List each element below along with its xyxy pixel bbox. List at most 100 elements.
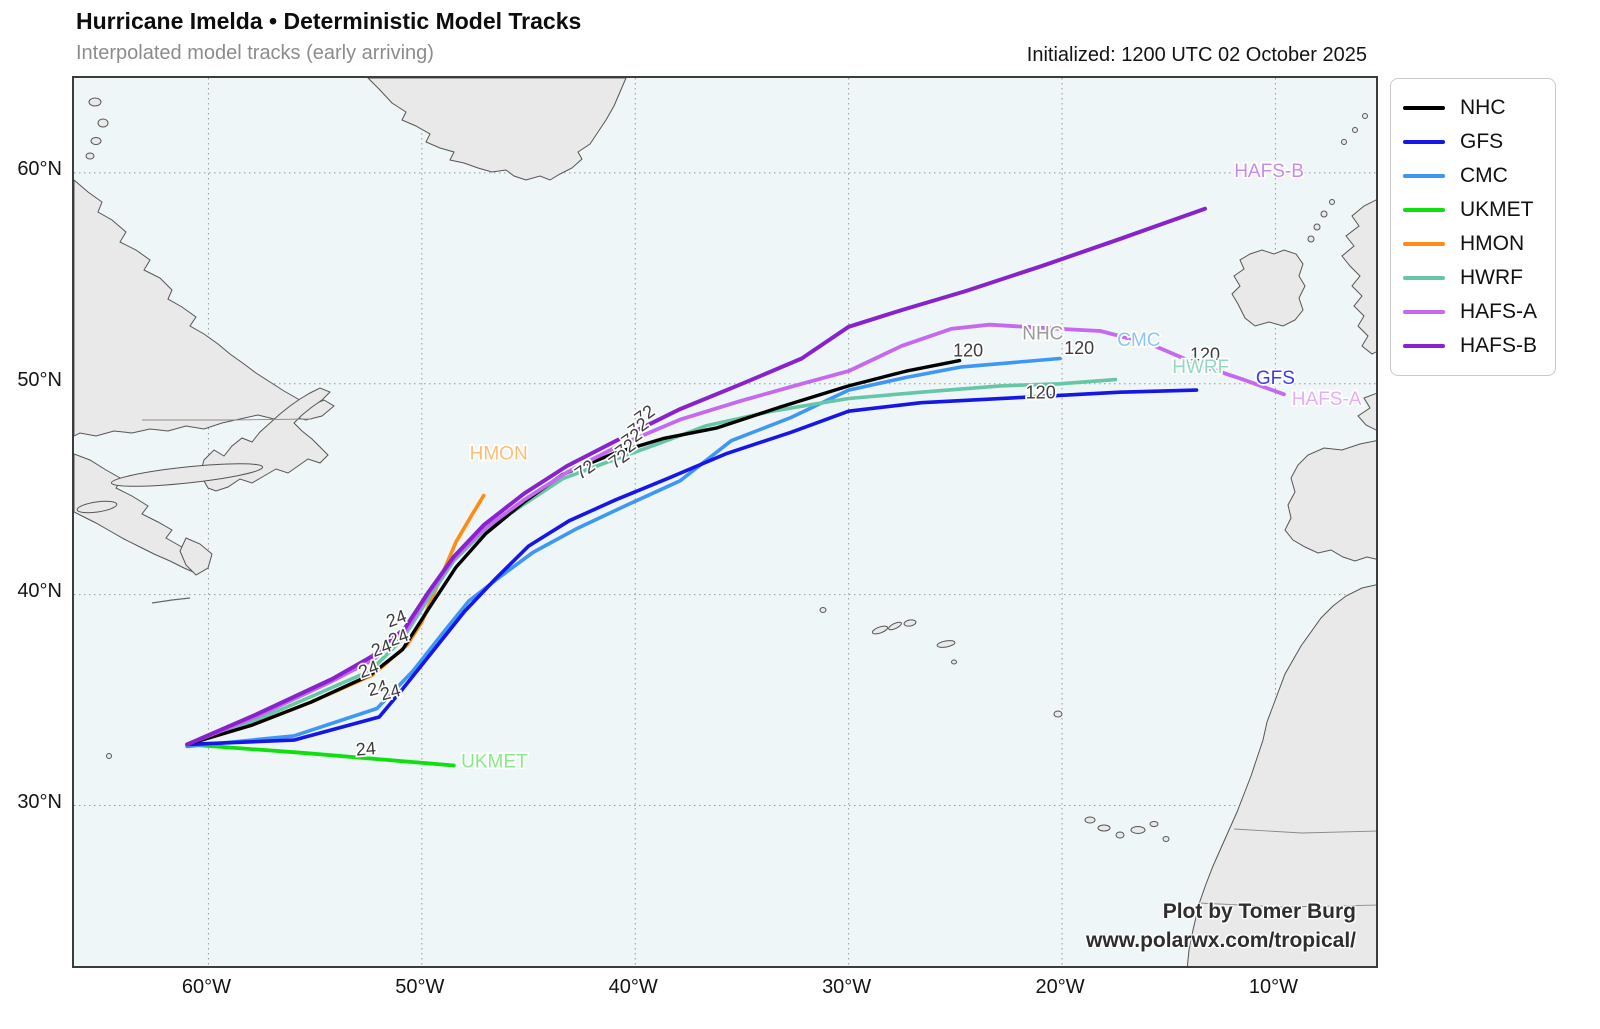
legend-swatch-HMON (1403, 241, 1445, 247)
legend-label-HMON: HMON (1460, 232, 1525, 255)
political-border (1197, 902, 1376, 908)
track-HAFS-B (185, 206, 1207, 747)
legend-swatch-HWRF (1403, 275, 1445, 281)
track-HAFS-A (185, 322, 1286, 747)
legend-label-HAFS-A: HAFS-A (1460, 300, 1538, 323)
island (1320, 210, 1328, 218)
legend-label-UKMET: UKMET (1460, 198, 1534, 221)
legend-item-HWRF: HWRF (1403, 261, 1543, 295)
model-label-UKMET: UKMET (461, 752, 528, 773)
island (90, 137, 102, 145)
island (936, 640, 956, 648)
landmass (74, 179, 335, 437)
page-subtitle: Interpolated model tracks (early arrivin… (76, 42, 434, 64)
island (1329, 199, 1335, 205)
legend-swatch-NHC (1403, 105, 1445, 111)
attribution: Plot by Tomer Burg www.polarwx.com/tropi… (1086, 897, 1356, 955)
political-border (1233, 828, 1376, 834)
hour-label-24: 24 (355, 738, 377, 760)
landmass (1357, 392, 1376, 431)
model-label-GFS: GFS (1256, 368, 1295, 389)
legend-item-HAFS-B: HAFS-B (1403, 329, 1543, 363)
page-title: Hurricane Imelda • Deterministic Model T… (76, 8, 582, 34)
landmass (179, 537, 213, 576)
model-label-HAFS-B: HAFS-B (1234, 161, 1304, 182)
legend-item-GFS: GFS (1403, 125, 1543, 159)
legend-item-HAFS-A: HAFS-A (1403, 295, 1543, 329)
landmass (1341, 199, 1376, 355)
x-tick-60°W: 60°W (181, 976, 231, 998)
island (819, 607, 827, 613)
legend-label-NHC: NHC (1460, 96, 1506, 119)
y-tick-60°N: 60°N (17, 157, 62, 180)
legend-item-UKMET: UKMET (1403, 193, 1543, 227)
legend-item-CMC: CMC (1403, 159, 1543, 193)
model-label-HMON: HMON (470, 444, 528, 465)
legend-swatch-CMC (1403, 173, 1445, 179)
island (1307, 235, 1315, 243)
island (1115, 831, 1125, 839)
island (1362, 113, 1368, 119)
hour-label-120: 120 (953, 340, 983, 360)
legend-label-GFS: GFS (1460, 130, 1504, 153)
model-label-HAFS-A: HAFS-A (1292, 389, 1362, 410)
hour-label-120: 120 (1026, 383, 1056, 403)
landmass (1284, 440, 1376, 562)
track-GFS (185, 388, 1199, 747)
island (1352, 127, 1358, 133)
land-layer (74, 78, 1376, 966)
island (76, 500, 118, 514)
model-label-NHC: NHC (1022, 323, 1063, 344)
tracks-layer (185, 206, 1286, 768)
map-plot: 24 24 24 24 24 24 24 72 72 72 72 72 72 120 120 120 120 NH… (72, 76, 1378, 968)
landmass (367, 78, 627, 181)
grid-layer (74, 78, 1376, 966)
island (97, 118, 109, 128)
island (85, 152, 95, 160)
track-HWRF (185, 377, 1118, 747)
island (1313, 223, 1321, 231)
legend: NHC GFS CMC UKMET HMON HWRF HAFS-A HAFS-B (1390, 78, 1556, 376)
island (1130, 826, 1146, 834)
track-UKMET (185, 742, 456, 768)
track-HMON (185, 493, 486, 747)
landmass (1231, 249, 1306, 327)
island (1341, 139, 1347, 145)
legend-label-HAFS-B: HAFS-B (1460, 334, 1538, 357)
x-tick-40°W: 40°W (608, 976, 658, 998)
y-tick-50°N: 50°N (17, 368, 62, 391)
legend-label-CMC: CMC (1460, 164, 1508, 187)
island (110, 463, 264, 487)
island (1084, 816, 1096, 824)
y-tick-30°N: 30°N (17, 790, 62, 813)
x-tick-30°W: 30°W (822, 976, 872, 998)
hour-label-120: 120 (1064, 338, 1094, 358)
legend-swatch-GFS (1403, 139, 1445, 145)
hour-label-120: 120 (1190, 345, 1220, 365)
landmass (1186, 584, 1376, 966)
legend-swatch-HAFS-B (1403, 343, 1445, 349)
island (871, 625, 889, 635)
island (951, 659, 957, 665)
legend-item-NHC: NHC (1403, 91, 1543, 125)
x-tick-50°W: 50°W (395, 976, 445, 998)
island (903, 619, 917, 627)
legend-swatch-HAFS-A (1403, 309, 1445, 315)
island (1053, 710, 1063, 718)
island (1097, 824, 1111, 832)
model-label-HWRF: HWRF (1172, 357, 1229, 378)
small-island-sliver (151, 597, 191, 604)
x-tick-10°W: 10°W (1248, 976, 1298, 998)
legend-label-HWRF: HWRF (1460, 266, 1523, 289)
attribution-line1: Plot by Tomer Burg (1162, 900, 1356, 923)
legend-swatch-UKMET (1403, 207, 1445, 213)
island (1162, 836, 1170, 842)
island (106, 753, 112, 759)
attribution-line2: www.polarwx.com/tropical/ (1086, 929, 1356, 952)
y-tick-40°N: 40°N (17, 579, 62, 602)
political-border (142, 418, 313, 421)
model-label-CMC: CMC (1117, 330, 1160, 351)
